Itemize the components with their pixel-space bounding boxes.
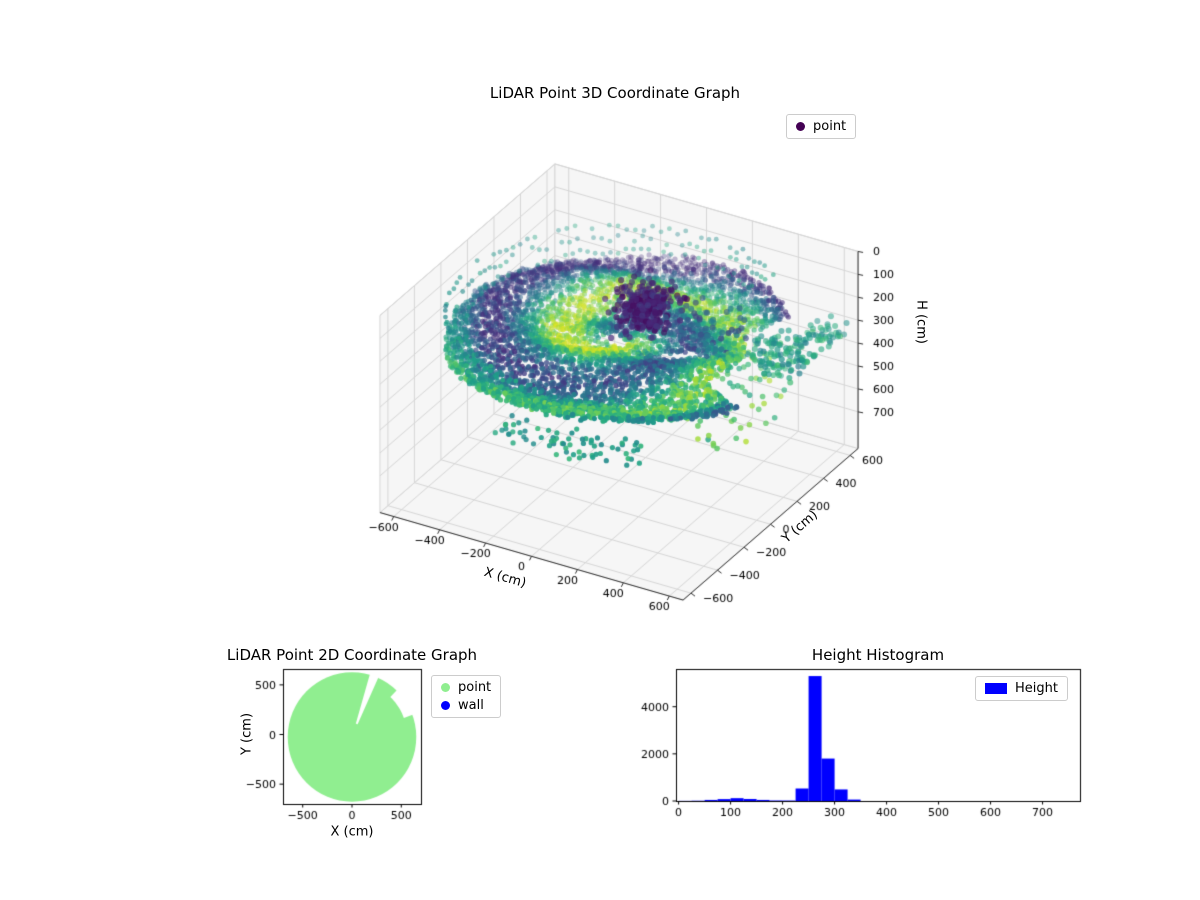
legend-3d: point <box>786 114 857 139</box>
plot-title-2d: LiDAR Point 2D Coordinate Graph <box>226 646 478 664</box>
x-axis-label-2d: X (cm) <box>330 824 374 840</box>
height-bar-swatch-icon <box>985 683 1007 694</box>
wall-marker-icon <box>441 701 450 710</box>
legend-label: point <box>458 680 492 695</box>
legend-entry-height: Height <box>985 682 1058 695</box>
legend-entry-point-2d: point <box>441 681 491 694</box>
legend-entry-point-3d: point <box>796 120 846 133</box>
plot-title-3d: LiDAR Point 3D Coordinate Graph <box>489 84 741 102</box>
plot-title-histogram: Height Histogram <box>811 646 945 664</box>
legend-entry-wall-2d: wall <box>441 699 491 712</box>
point-marker-icon <box>796 122 805 131</box>
legend-histogram: Height <box>975 676 1068 701</box>
legend-label: Height <box>1015 681 1058 696</box>
legend-2d: point wall <box>431 675 502 718</box>
point-marker-icon <box>441 683 450 692</box>
legend-label: wall <box>458 698 484 713</box>
legend-label: point <box>813 119 847 134</box>
z-axis-label-3d: H (cm) <box>913 300 929 344</box>
y-axis-label-2d: Y (cm) <box>239 712 255 756</box>
